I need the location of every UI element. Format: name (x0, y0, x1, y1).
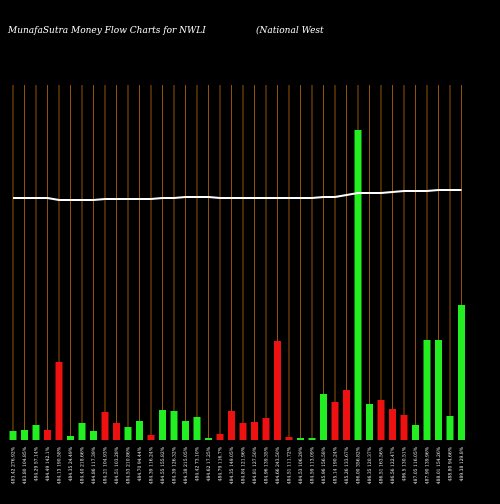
x-tick-label: 484.84 121.96% (241, 446, 247, 484)
x-tick-label: 484.39 126.32% (172, 446, 178, 484)
x-tick-label: 484.59 113.09% (310, 446, 316, 484)
x-tick-label: 489.38 129.8% (459, 446, 465, 481)
bar (101, 412, 109, 440)
x-tick-label: 484.62 17.25% (206, 446, 212, 481)
bar (297, 438, 304, 440)
bar (182, 421, 189, 440)
x-tick-label: 484.53 106.29% (298, 446, 304, 484)
bar (55, 362, 63, 440)
x-tick-label: 486.35 120.37% (367, 446, 373, 484)
bar (239, 423, 247, 440)
bar (159, 410, 166, 440)
bar (308, 438, 316, 440)
bar (251, 422, 258, 440)
x-tick-label: 484.21 104.93% (103, 446, 109, 484)
bar (285, 437, 293, 440)
bar (274, 341, 281, 440)
x-tick-label: 484.29 57.14% (34, 446, 40, 481)
x-tick-label: 484.40 218.66% (80, 446, 86, 484)
bar (9, 431, 17, 440)
x-tick-label: 485.14 190.24% (333, 446, 339, 484)
bar (320, 394, 327, 440)
x-tick-label: 484.49 142.1% (45, 446, 51, 481)
bar (193, 417, 201, 440)
bar (389, 409, 396, 440)
x-tick-label: 484.53 210.86% (126, 446, 132, 484)
bar (366, 404, 373, 440)
x-tick-label: 484.38 215.05% (183, 446, 189, 484)
bar (78, 423, 86, 440)
bar (124, 427, 132, 440)
x-tick-label: 484.55 155.82% (160, 446, 166, 484)
bar (90, 431, 97, 440)
x-tick-label: 483.80 104.85% (22, 446, 28, 484)
x-tick-label: 484.66 243.50% (275, 446, 281, 484)
x-tick-label: 485.26 133.67% (344, 446, 350, 484)
x-tick-label: 486.00 356.82% (356, 446, 362, 484)
bar (21, 430, 28, 440)
bar (44, 430, 51, 440)
x-tick-label: 484.81 127.50% (252, 446, 258, 484)
bar (458, 305, 465, 440)
bar (377, 400, 385, 440)
bar (205, 438, 212, 440)
x-tick-label: 484.35 24.49% (68, 446, 74, 481)
chart-subtitle: (National West (256, 25, 324, 36)
x-tick-label: 488.01 154.26% (436, 446, 442, 484)
chart-title: MunafaSutra Money Flow Charts for NWLI (7, 26, 206, 36)
bar (67, 436, 74, 440)
bar (32, 425, 40, 440)
x-tick-label: 484.42 73.10% (195, 446, 201, 481)
bar (262, 418, 270, 440)
x-tick-label: 484.13 190.58% (57, 446, 63, 484)
bar (435, 340, 442, 440)
bar (400, 415, 408, 440)
bar (354, 130, 362, 440)
bar (412, 425, 419, 440)
x-tick-label: 486.56 122.47% (390, 446, 396, 484)
bar (331, 402, 339, 440)
x-tick-label: 485.96 156.58% (321, 446, 327, 484)
bar (446, 416, 454, 440)
x-tick-label: 484.70 94.44% (137, 446, 143, 481)
bar (113, 423, 120, 440)
price-line (13, 189, 462, 201)
x-tick-label: 486.5 130.51% (402, 446, 408, 481)
x-tick-label: 487.05 116.05% (413, 446, 419, 484)
x-tick-label: 484.96 139.35% (264, 446, 270, 484)
x-tick-label: 484.86 117.39% (91, 446, 97, 484)
x-tick-label: 484.51 103.28% (114, 446, 120, 484)
bar (147, 435, 155, 440)
bar (170, 411, 178, 440)
x-tick-label: 484.79 116.7% (218, 446, 224, 481)
x-tick-label: 484.39 116.24% (149, 446, 155, 484)
bar (228, 411, 235, 440)
bar (216, 434, 224, 440)
x-tick-label: 484.35 149.05% (229, 446, 235, 484)
x-tick-label: 487.90 139.96% (425, 446, 431, 484)
bar (423, 340, 431, 440)
x-tick-label: 483.42 276.92% (11, 446, 17, 484)
bar (343, 390, 350, 440)
x-tick-label: 484.51 111.72% (287, 446, 293, 484)
x-tick-label: 488.80 94.66% (448, 446, 454, 481)
x-tick-label: 486.51 163.56% (379, 446, 385, 484)
bar (136, 421, 143, 440)
